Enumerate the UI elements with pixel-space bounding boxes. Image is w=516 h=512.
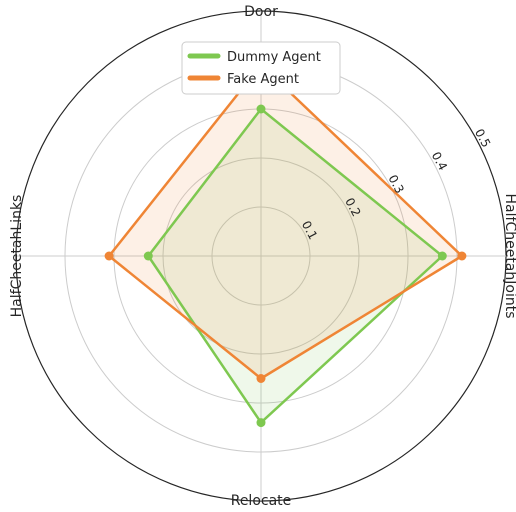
legend: Dummy Agent Fake Agent <box>181 41 341 95</box>
data-point <box>437 251 447 261</box>
series-fill <box>148 109 443 423</box>
data-point <box>256 374 266 383</box>
data-point <box>457 251 467 261</box>
series-fill <box>109 64 462 379</box>
legend-label-dummy-agent: Dummy Agent <box>227 50 321 65</box>
radar-grid <box>15 10 507 502</box>
tick-label: 0.4 <box>429 149 450 172</box>
data-point <box>143 251 153 261</box>
legend-box <box>181 41 341 95</box>
data-point <box>256 418 266 428</box>
axis-label-halfcheetahlinks: HalfCheetahLinks <box>9 195 25 318</box>
data-point <box>104 251 114 261</box>
legend-label-fake-agent: Fake Agent <box>227 72 299 87</box>
data-point <box>256 104 266 114</box>
axis-label-halfcheetahjoints: HalfCheetahJoints <box>502 194 516 319</box>
radar-series <box>104 60 467 428</box>
axis-label-door: Door <box>244 4 278 20</box>
tick-label: 0.5 <box>472 126 493 149</box>
radar-labels: Door HalfCheetahJoints Relocate HalfChee… <box>9 4 516 509</box>
axis-label-relocate: Relocate <box>231 493 292 509</box>
